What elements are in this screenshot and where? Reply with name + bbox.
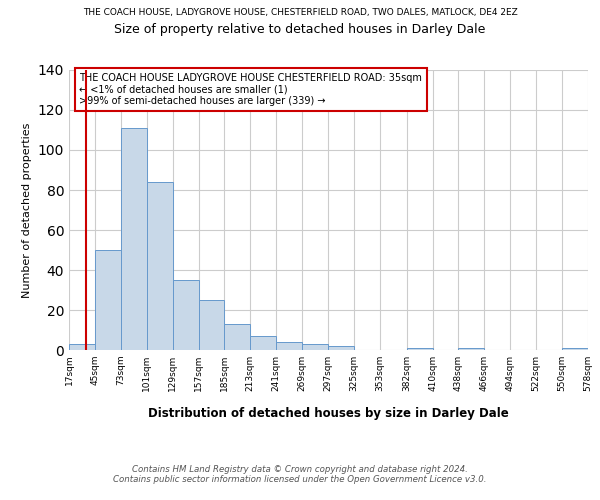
Bar xyxy=(173,280,199,350)
Bar xyxy=(147,182,173,350)
Bar xyxy=(328,346,354,350)
Text: Distribution of detached houses by size in Darley Dale: Distribution of detached houses by size … xyxy=(148,408,509,420)
Bar xyxy=(250,336,276,350)
Y-axis label: Number of detached properties: Number of detached properties xyxy=(22,122,32,298)
Bar xyxy=(199,300,224,350)
Bar xyxy=(562,348,588,350)
Text: Contains HM Land Registry data © Crown copyright and database right 2024.
Contai: Contains HM Land Registry data © Crown c… xyxy=(113,465,487,484)
Bar xyxy=(302,344,328,350)
Text: THE COACH HOUSE LADYGROVE HOUSE CHESTERFIELD ROAD: 35sqm
← <1% of detached house: THE COACH HOUSE LADYGROVE HOUSE CHESTERF… xyxy=(79,73,422,106)
Text: THE COACH HOUSE, LADYGROVE HOUSE, CHESTERFIELD ROAD, TWO DALES, MATLOCK, DE4 2EZ: THE COACH HOUSE, LADYGROVE HOUSE, CHESTE… xyxy=(83,8,517,16)
Bar xyxy=(69,344,95,350)
Bar xyxy=(95,250,121,350)
Bar xyxy=(276,342,302,350)
Bar xyxy=(224,324,250,350)
Text: Size of property relative to detached houses in Darley Dale: Size of property relative to detached ho… xyxy=(115,22,485,36)
Bar xyxy=(458,348,484,350)
Bar xyxy=(407,348,433,350)
Bar xyxy=(121,128,147,350)
